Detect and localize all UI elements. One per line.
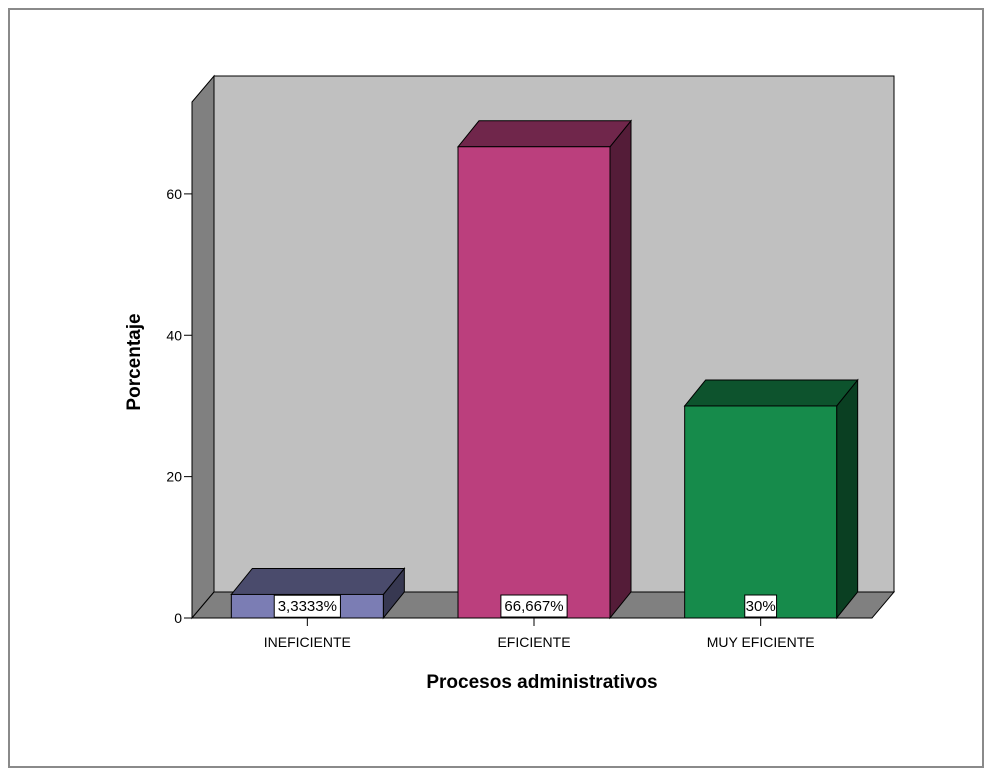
bar-front — [684, 405, 838, 619]
y-axis-title: Porcentaje — [124, 313, 145, 410]
data-label-box — [500, 594, 568, 618]
x-tick-label: EFICIENTE — [497, 634, 570, 650]
bar-side — [609, 119, 632, 620]
bar-front — [457, 146, 611, 619]
data-label-box — [744, 594, 778, 618]
bar-eficiente: 66,667% — [456, 119, 633, 620]
bar-top — [683, 379, 859, 407]
y-tick-label: 40 — [166, 327, 182, 343]
data-label-text: 3,3333% — [278, 598, 337, 615]
y-tick-label: 20 — [166, 469, 182, 485]
x-axis: INEFICIENTE EFICIENTE MUY EFICIENTE — [264, 618, 815, 650]
data-label-text: 30% — [746, 598, 776, 615]
data-label: 30% — [744, 594, 778, 618]
bar-ineficiente: 3,3333% — [230, 567, 406, 620]
data-label-box — [273, 594, 341, 618]
x-tick-label: MUY EFICIENTE — [707, 634, 815, 650]
bar-top — [230, 567, 406, 595]
x-tick-label: INEFICIENTE — [264, 634, 351, 650]
bar-top — [456, 120, 633, 148]
bar-side — [836, 378, 859, 620]
y-tick-label: 0 — [174, 610, 182, 626]
y-tick-label: 60 — [166, 186, 182, 202]
data-label-text: 66,667% — [504, 598, 563, 615]
data-label: 66,667% — [500, 594, 568, 618]
data-label: 3,3333% — [273, 594, 341, 618]
x-axis-title: Procesos administrativos — [426, 672, 657, 693]
y-axis: 0 20 40 60 — [166, 186, 192, 626]
bar-muy-eficiente: 30% — [683, 378, 859, 620]
side-wall — [191, 74, 215, 620]
bars: 3,3333% 66,667% 30% — [230, 119, 859, 620]
